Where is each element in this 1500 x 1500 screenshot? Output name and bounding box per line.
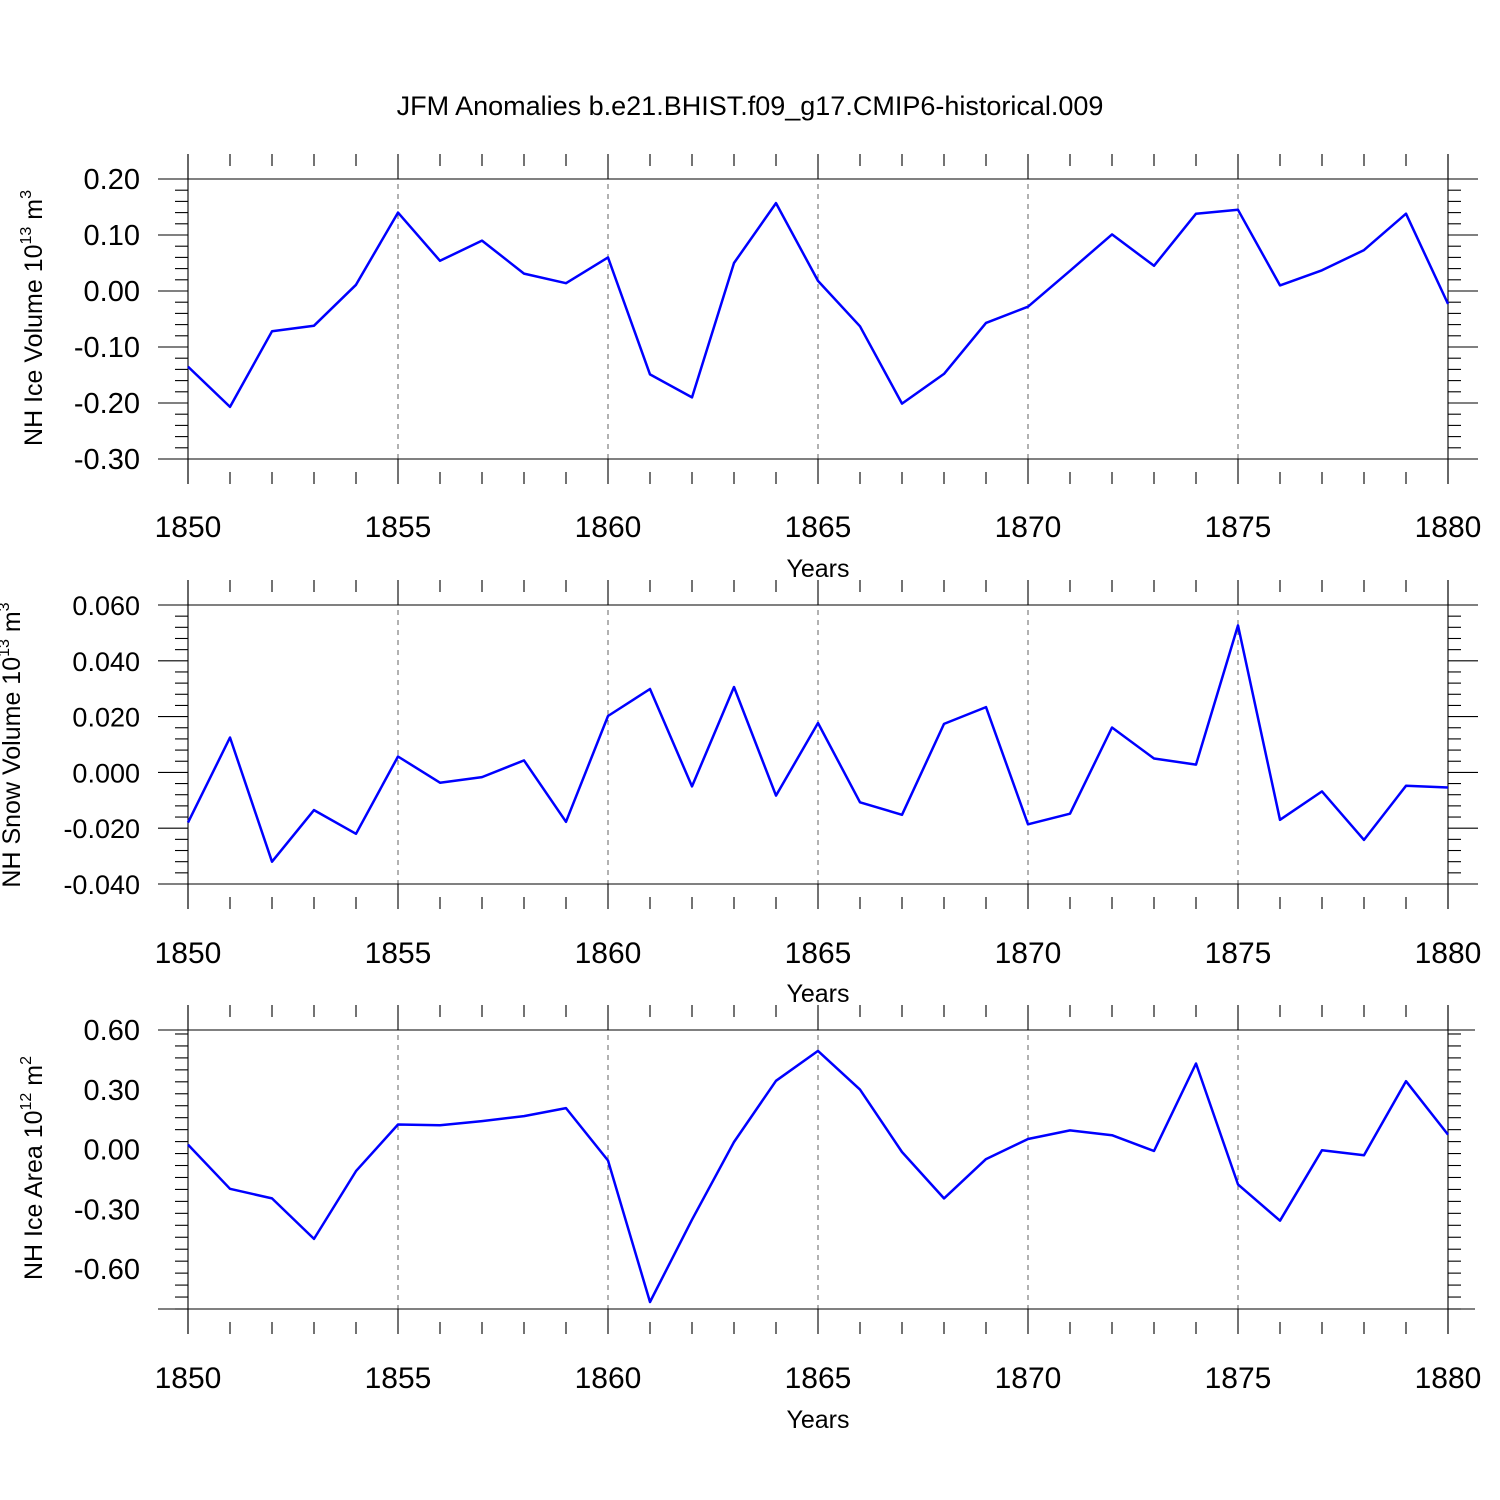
x-tick-label: 1850 — [155, 1362, 222, 1395]
x-tick-label: 1855 — [365, 937, 432, 970]
series-line — [187, 1049, 1449, 1304]
x-tick-label: 1855 — [365, 511, 432, 544]
y-axis-label: NH Snow Volume 1013 m3 — [0, 602, 26, 887]
panel-1: -0.30 -0.20 -0.10 0.00 0.10 0.20 1850 1855 1860 1… — [18, 154, 1481, 583]
y-tick-label: 0.060 — [72, 591, 140, 621]
x-tick-label: 1880 — [1415, 1362, 1482, 1395]
y-tick-label: -0.20 — [74, 388, 140, 420]
x-tick-label: 1850 — [155, 511, 222, 544]
x-tick-label: 1865 — [785, 1362, 852, 1395]
x-tick-label: 1865 — [785, 511, 852, 544]
x-axis-label: Years — [786, 980, 849, 1008]
x-tick-label: 1875 — [1205, 1362, 1272, 1395]
x-tick-label: 1875 — [1205, 511, 1272, 544]
panel-2: -0.040 -0.020 0.000 0.020 0.040 0.060 1850 1855… — [0, 580, 1481, 1008]
y-axis-label: NH Ice Area 1012 m2 — [18, 1056, 48, 1280]
x-tick-label: 1860 — [575, 511, 642, 544]
y-tick-label: 0.000 — [72, 758, 140, 788]
y-tick-label: 0.10 — [84, 220, 140, 252]
y-tick-label: -0.020 — [63, 814, 140, 844]
y-tick-label: 0.020 — [72, 703, 140, 733]
x-tick-label: 1860 — [575, 1362, 642, 1395]
y-tick-label: -0.30 — [74, 1194, 140, 1226]
panel-3: -0.60 -0.30 0.00 0.30 0.60 1850 1855 1860 1865 18… — [18, 1005, 1481, 1434]
x-tick-label: 1880 — [1415, 511, 1482, 544]
y-tick-label: 0.00 — [84, 276, 140, 308]
y-tick-label: -0.30 — [74, 444, 140, 476]
x-tick-label: 1870 — [995, 511, 1062, 544]
y-tick-label: -0.60 — [74, 1254, 140, 1286]
x-tick-label: 1865 — [785, 937, 852, 970]
y-tick-label: 0.00 — [84, 1135, 140, 1167]
y-axis-label: NH Ice Volume 1013 m3 — [18, 190, 48, 446]
y-tick-label: 0.040 — [72, 647, 140, 677]
x-tick-label: 1880 — [1415, 937, 1482, 970]
x-tick-label: 1870 — [995, 937, 1062, 970]
series-line — [187, 201, 1450, 409]
y-tick-label: 0.60 — [84, 1015, 140, 1047]
series-line — [186, 624, 1449, 863]
x-tick-label: 1875 — [1205, 937, 1272, 970]
x-axis-label: Years — [786, 555, 849, 583]
x-tick-label: 1850 — [155, 937, 222, 970]
y-tick-label: 0.20 — [84, 164, 140, 196]
y-tick-label: -0.040 — [63, 870, 140, 900]
x-tick-label: 1855 — [365, 1362, 432, 1395]
x-tick-label: 1870 — [995, 1362, 1062, 1395]
y-tick-label: 0.30 — [84, 1075, 140, 1107]
y-tick-label: -0.10 — [74, 332, 140, 364]
chart-title: JFM Anomalies b.e21.BHIST.f09_g17.CMIP6-… — [397, 91, 1104, 121]
x-axis-label: Years — [786, 1406, 849, 1434]
x-tick-label: 1860 — [575, 937, 642, 970]
